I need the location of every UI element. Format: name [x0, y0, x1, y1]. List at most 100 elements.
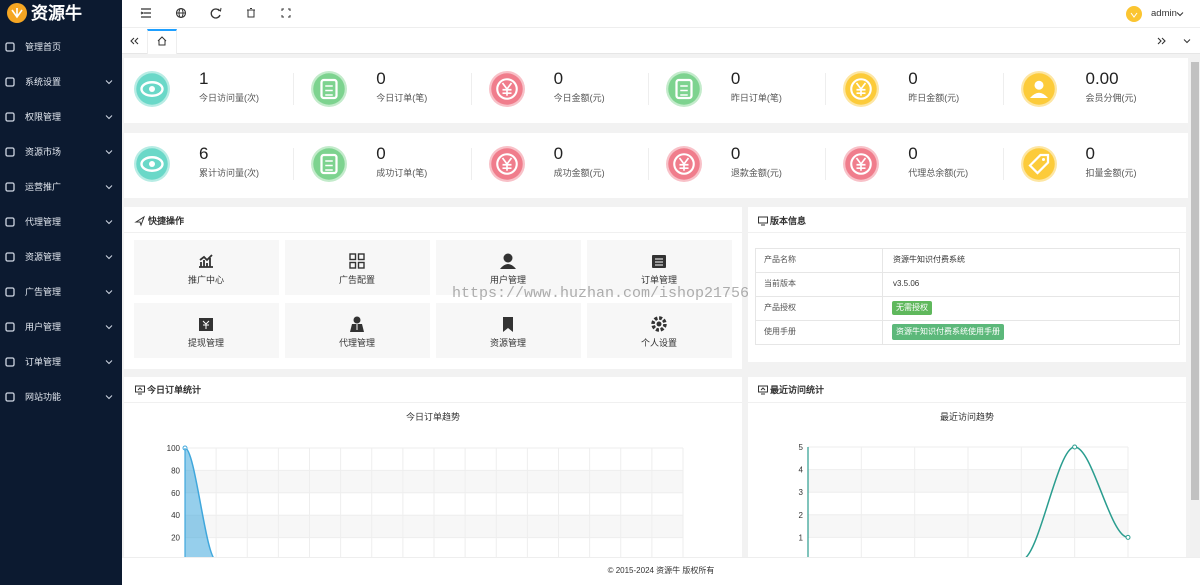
- icon-shape: [202, 320, 210, 329]
- quick-tile[interactable]: [436, 303, 581, 358]
- table-label: 使用手册: [764, 327, 796, 337]
- badge-text: 无需授权: [896, 303, 928, 313]
- table-cell-divider: [882, 320, 883, 345]
- menu-icon: [5, 217, 15, 227]
- stat-divider: [647, 73, 649, 105]
- icon-shape: [1183, 39, 1191, 44]
- icon-shape: [495, 78, 518, 100]
- stat-label: 代理总余额(元): [908, 167, 969, 178]
- chevron-icon: [105, 255, 113, 260]
- toolbar-button[interactable]: [169, 1, 193, 25]
- chevron-icon: [105, 220, 113, 225]
- table-label: 产品名称: [764, 255, 796, 265]
- stat-icon: [311, 71, 348, 107]
- menu-icon: [5, 77, 15, 87]
- user-avatar[interactable]: [1122, 2, 1146, 26]
- icon-shape: [5, 112, 15, 122]
- icon-shape: [105, 185, 113, 190]
- manual-button[interactable]: [892, 324, 1004, 340]
- icon-shape: [105, 325, 113, 330]
- table-value: v3.5.06: [893, 279, 920, 289]
- panel-title: 最近访问统计: [770, 384, 825, 395]
- toolbar-button[interactable]: [204, 1, 228, 25]
- icon-shape: [137, 387, 143, 395]
- icon-shape: [5, 392, 15, 402]
- toolbar-button[interactable]: [134, 1, 158, 25]
- watermark: https://www.huzhan.com/ishop21756: [452, 284, 750, 302]
- menu-label: 管理首页: [25, 41, 62, 52]
- top-bar: [122, 0, 1200, 28]
- stat-value: 0: [553, 144, 564, 164]
- menu-label: 运营推广: [25, 181, 62, 192]
- panel-divider: [748, 402, 1186, 403]
- table-row: [755, 320, 1180, 345]
- menu-icon: [5, 322, 15, 332]
- stat-icon: [311, 146, 348, 182]
- icon-shape: [105, 220, 113, 225]
- icon-shape: [5, 287, 15, 297]
- icon-shape: [495, 153, 518, 175]
- chevron-icon: [105, 395, 113, 400]
- menu-label: 网站功能: [25, 391, 62, 402]
- tab-bar: [122, 28, 1200, 54]
- icon-shape: [134, 215, 145, 227]
- stat-value: 1: [199, 69, 209, 89]
- table-cell-divider: [882, 272, 883, 297]
- icon-shape: [149, 161, 155, 167]
- icon-shape: [675, 78, 693, 100]
- stat-divider: [1002, 73, 1004, 105]
- icon-shape: [135, 385, 145, 393]
- panel-divider: [124, 402, 742, 403]
- icon-shape: [105, 150, 113, 155]
- icon-shape: [850, 153, 872, 175]
- menu-item[interactable]: [0, 30, 122, 64]
- stat-divider: [470, 148, 472, 180]
- tile-icon: [199, 254, 213, 268]
- home-tab[interactable]: [147, 29, 177, 54]
- stat-divider: [1002, 148, 1004, 180]
- y-tick-label: 20: [171, 534, 180, 543]
- table-label: 产品授权: [764, 303, 796, 313]
- icon-shape: [500, 264, 516, 269]
- icon-shape: [217, 7, 222, 12]
- stat-value: 0: [376, 69, 386, 89]
- icon-shape: [5, 77, 15, 87]
- footer-text: © 2015-2024 资源牛 版权所有: [607, 566, 715, 576]
- icon-shape: [199, 254, 213, 268]
- menu-label: 订单管理: [25, 356, 62, 367]
- menu-label: 资源市场: [25, 146, 62, 157]
- icon-shape: [1027, 153, 1049, 175]
- icon-shape: [247, 8, 255, 18]
- stat-value: 6: [199, 144, 209, 164]
- y-tick-label: 5: [799, 443, 804, 452]
- icon-shape: [501, 157, 512, 171]
- tab-scroll-left[interactable]: [122, 29, 146, 53]
- stat-label: 会员分佣(元): [1085, 92, 1137, 103]
- toolbar-button[interactable]: [239, 1, 263, 25]
- stat-divider: [293, 73, 295, 105]
- tile-icon: [500, 253, 516, 269]
- stat-label: 成功金额(元): [553, 167, 605, 178]
- tile-icon: [349, 253, 365, 269]
- tile-label: 用户管理: [489, 274, 527, 285]
- stat-icon: [134, 71, 170, 107]
- icon-shape: [1176, 12, 1184, 17]
- icon-shape: [357, 261, 365, 269]
- icon-shape: [673, 153, 695, 175]
- icon-shape: [140, 8, 151, 18]
- quick-tile[interactable]: [285, 240, 430, 295]
- icon-shape: [105, 395, 113, 400]
- icon-shape: [349, 261, 357, 269]
- quick-tile[interactable]: [587, 303, 732, 358]
- icon-shape: [353, 316, 361, 324]
- panel-title: 快捷操作: [148, 215, 185, 226]
- icon-shape: [140, 81, 164, 97]
- tile-label: 代理管理: [338, 337, 376, 348]
- icon-shape: [325, 85, 334, 96]
- tab-scroll-right[interactable]: [1150, 29, 1174, 53]
- stat-value: 0: [376, 144, 386, 164]
- icon-shape: [758, 385, 768, 393]
- stat-icon: [843, 71, 880, 107]
- toolbar-button[interactable]: [274, 1, 298, 25]
